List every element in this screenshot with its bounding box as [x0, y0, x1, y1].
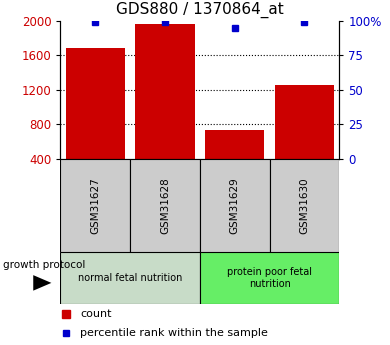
- Bar: [130, 159, 200, 252]
- Bar: [135, 24, 195, 159]
- Bar: [66, 48, 125, 159]
- Text: GSM31629: GSM31629: [230, 177, 240, 234]
- Bar: [205, 130, 264, 159]
- Text: count: count: [80, 309, 112, 319]
- Bar: [200, 159, 269, 252]
- Polygon shape: [33, 275, 51, 290]
- Text: growth protocol: growth protocol: [3, 260, 85, 270]
- Bar: [60, 159, 130, 252]
- Text: GSM31627: GSM31627: [90, 177, 100, 234]
- Bar: [275, 85, 334, 159]
- Text: protein poor fetal
nutrition: protein poor fetal nutrition: [227, 267, 312, 288]
- Text: GSM31630: GSM31630: [300, 177, 309, 234]
- Title: GDS880 / 1370864_at: GDS880 / 1370864_at: [116, 2, 284, 18]
- Bar: [200, 252, 339, 304]
- Bar: [269, 159, 339, 252]
- Text: percentile rank within the sample: percentile rank within the sample: [80, 328, 268, 338]
- Text: normal fetal nutrition: normal fetal nutrition: [78, 273, 183, 283]
- Bar: [60, 252, 200, 304]
- Text: GSM31628: GSM31628: [160, 177, 170, 234]
